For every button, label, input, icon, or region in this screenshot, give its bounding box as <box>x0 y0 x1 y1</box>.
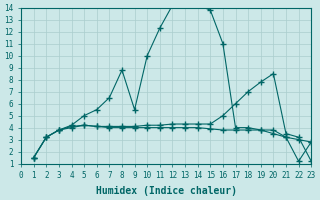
X-axis label: Humidex (Indice chaleur): Humidex (Indice chaleur) <box>96 186 236 196</box>
